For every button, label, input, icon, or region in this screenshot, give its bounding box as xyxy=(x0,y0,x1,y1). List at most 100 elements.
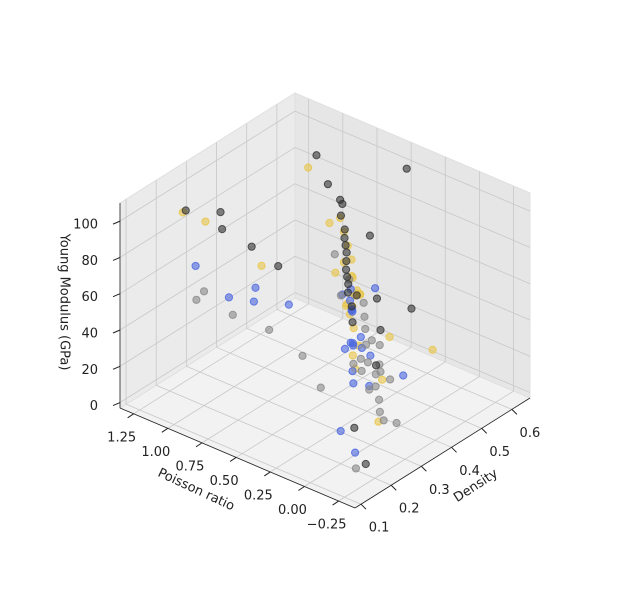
point xyxy=(304,163,313,172)
point xyxy=(352,291,361,300)
point xyxy=(348,367,357,376)
point xyxy=(371,361,381,370)
point xyxy=(385,332,394,342)
point xyxy=(372,294,382,303)
point xyxy=(379,416,388,425)
point xyxy=(274,262,283,271)
point xyxy=(341,241,350,250)
grid-line xyxy=(276,309,513,410)
point xyxy=(341,265,351,274)
point xyxy=(325,218,334,228)
point xyxy=(359,298,368,307)
y-tick-label: 0.00 xyxy=(278,503,307,518)
point xyxy=(361,459,370,469)
x-tick xyxy=(481,427,488,434)
point xyxy=(343,272,352,281)
point xyxy=(357,366,366,376)
point xyxy=(265,325,274,334)
x-tick-label: 0.5 xyxy=(489,445,510,460)
point xyxy=(316,383,325,392)
point xyxy=(385,375,395,384)
y-tick xyxy=(264,471,271,477)
point xyxy=(348,318,357,327)
point xyxy=(336,211,346,220)
point xyxy=(218,225,227,234)
grid-line xyxy=(167,318,344,429)
point xyxy=(247,242,256,251)
axis-line xyxy=(119,407,356,509)
z-tick xyxy=(112,256,121,261)
z-tick xyxy=(112,402,121,407)
z-tick xyxy=(112,329,121,334)
point xyxy=(331,268,340,277)
point xyxy=(356,332,365,342)
y-tick-label: 0.50 xyxy=(210,474,239,489)
point xyxy=(360,312,369,321)
grid-line xyxy=(119,147,296,258)
z-tick-label: 80 xyxy=(81,254,98,269)
point xyxy=(371,370,380,379)
point xyxy=(251,283,260,292)
grid-line xyxy=(294,147,531,248)
point xyxy=(224,293,234,302)
point xyxy=(361,324,370,334)
z-axis-label: Young Modulus (GPa) xyxy=(57,233,72,371)
grid-line xyxy=(246,327,482,429)
point xyxy=(181,206,190,215)
point xyxy=(392,418,401,428)
point xyxy=(349,359,358,368)
point xyxy=(356,354,365,363)
point xyxy=(192,295,201,304)
point xyxy=(298,351,307,360)
y-tick xyxy=(229,457,237,462)
z-tick-label: 20 xyxy=(81,363,98,378)
point xyxy=(375,407,384,416)
grid-line xyxy=(125,403,362,505)
x-tick xyxy=(511,409,518,415)
point xyxy=(371,382,380,391)
point xyxy=(365,231,375,240)
y-tick xyxy=(195,442,203,448)
point xyxy=(343,288,353,297)
point xyxy=(351,464,361,473)
grid-line xyxy=(119,219,296,331)
y-tick-label: 1.25 xyxy=(107,430,136,445)
y-tick xyxy=(332,500,339,506)
grid-line xyxy=(304,376,480,487)
grid xyxy=(119,98,531,505)
x-tick xyxy=(451,446,457,453)
grid-line xyxy=(133,303,309,415)
point xyxy=(330,250,339,259)
x-tick-label: 0.2 xyxy=(399,502,420,517)
point xyxy=(348,351,357,360)
point xyxy=(361,340,371,349)
grid-line xyxy=(186,365,422,467)
point xyxy=(312,151,321,160)
point xyxy=(336,426,345,436)
y-tick-label: 1.00 xyxy=(141,445,170,460)
z-tick xyxy=(112,220,121,225)
point xyxy=(347,302,356,311)
z-tick xyxy=(112,293,121,298)
grid-line xyxy=(270,361,446,473)
point xyxy=(365,385,374,394)
axis-line xyxy=(354,397,531,509)
point xyxy=(344,279,353,289)
point xyxy=(338,199,347,209)
point xyxy=(284,300,293,309)
point xyxy=(228,310,237,319)
x-tick-label: 0.4 xyxy=(459,464,480,479)
y-tick xyxy=(161,427,169,433)
panes xyxy=(118,92,532,509)
point xyxy=(336,291,346,300)
grid-line xyxy=(294,110,531,212)
y-tick-label: 0.25 xyxy=(244,488,273,503)
point xyxy=(376,325,385,335)
axes: 0.1 0.2 0.3 0.4 0.5 0.6 −0.250.00 0.25 0.50 0.75 1… xyxy=(73,203,540,536)
y-tick xyxy=(127,413,134,419)
point xyxy=(216,207,225,217)
point xyxy=(201,217,210,226)
grid-line xyxy=(294,219,531,321)
point xyxy=(399,371,408,380)
